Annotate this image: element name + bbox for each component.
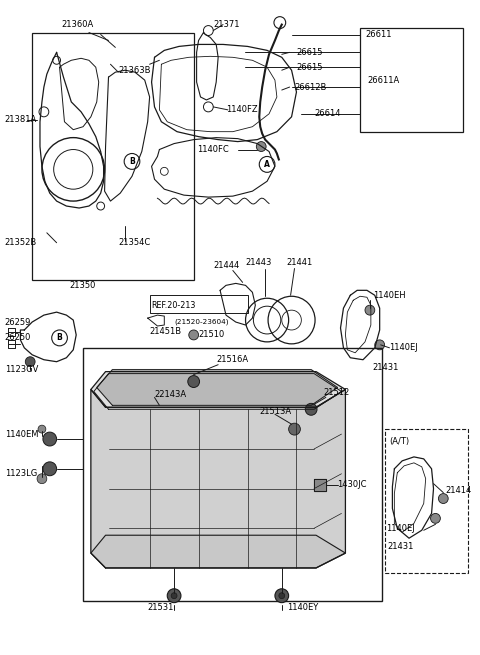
Text: 21354C: 21354C: [118, 238, 151, 247]
Text: A: A: [264, 160, 270, 169]
Bar: [83, 348, 382, 601]
Polygon shape: [314, 479, 326, 491]
Circle shape: [288, 423, 300, 435]
Text: 21360A: 21360A: [61, 20, 94, 29]
Text: 21431: 21431: [387, 542, 414, 551]
Polygon shape: [91, 390, 346, 568]
Circle shape: [256, 141, 266, 151]
Circle shape: [365, 305, 375, 315]
Circle shape: [167, 589, 181, 603]
Text: 1140EH: 1140EH: [373, 291, 406, 300]
Text: 1140FC: 1140FC: [197, 145, 228, 154]
Circle shape: [188, 375, 200, 388]
Text: 26615: 26615: [297, 63, 323, 72]
Text: 1140EJ: 1140EJ: [386, 524, 415, 533]
Text: 1123LG: 1123LG: [5, 469, 37, 478]
Bar: [384, 429, 468, 573]
Polygon shape: [91, 535, 346, 568]
Text: 1140EM: 1140EM: [5, 430, 38, 439]
Circle shape: [438, 494, 448, 504]
Text: 1140EJ: 1140EJ: [389, 343, 418, 352]
Text: 21352B: 21352B: [5, 238, 37, 247]
Text: 1430JC: 1430JC: [337, 480, 367, 489]
Text: 21512: 21512: [324, 388, 350, 397]
Circle shape: [43, 462, 57, 476]
Bar: [150, 295, 248, 313]
Text: 1123GV: 1123GV: [5, 365, 38, 374]
Text: 21444: 21444: [213, 261, 240, 270]
Text: 21510: 21510: [199, 330, 225, 339]
Circle shape: [38, 425, 46, 433]
Bar: [32, 33, 193, 280]
Text: 26612B: 26612B: [295, 83, 327, 92]
Text: (21520-23604): (21520-23604): [174, 319, 228, 326]
Text: 1140EY: 1140EY: [287, 603, 318, 612]
Bar: [360, 28, 463, 132]
Text: 21431: 21431: [373, 363, 399, 372]
Text: 21371: 21371: [213, 20, 240, 29]
Text: (A/T): (A/T): [389, 436, 409, 445]
Circle shape: [275, 589, 288, 603]
Text: 21414: 21414: [445, 486, 471, 495]
Text: 21441: 21441: [287, 258, 313, 267]
Text: 21350: 21350: [69, 281, 96, 290]
Text: 26250: 26250: [5, 333, 31, 343]
Text: 26614: 26614: [314, 109, 341, 119]
Circle shape: [189, 330, 199, 340]
Text: 21381A: 21381A: [5, 115, 37, 124]
Text: 1140FZ: 1140FZ: [226, 105, 258, 115]
Circle shape: [375, 340, 384, 350]
Text: 21363B: 21363B: [118, 66, 151, 75]
Circle shape: [279, 593, 285, 599]
Text: B: B: [57, 333, 62, 343]
Circle shape: [25, 357, 35, 367]
Text: REF.20-213: REF.20-213: [152, 301, 196, 310]
Text: 26615: 26615: [297, 48, 323, 57]
Circle shape: [431, 514, 440, 523]
Text: 21516A: 21516A: [216, 355, 248, 364]
Circle shape: [43, 432, 57, 446]
Polygon shape: [91, 371, 346, 407]
Text: 26611: 26611: [365, 30, 392, 39]
Text: 21531: 21531: [148, 603, 174, 612]
Text: 21513A: 21513A: [259, 407, 291, 416]
Circle shape: [305, 403, 317, 415]
Text: 26259: 26259: [5, 318, 31, 327]
Text: 26611A: 26611A: [367, 75, 399, 84]
Text: B: B: [129, 157, 135, 166]
Text: 21443: 21443: [246, 258, 272, 267]
Text: 21451B: 21451B: [150, 328, 182, 337]
Text: 22143A: 22143A: [155, 390, 187, 399]
Polygon shape: [97, 369, 337, 405]
Circle shape: [171, 593, 177, 599]
Circle shape: [37, 474, 47, 483]
